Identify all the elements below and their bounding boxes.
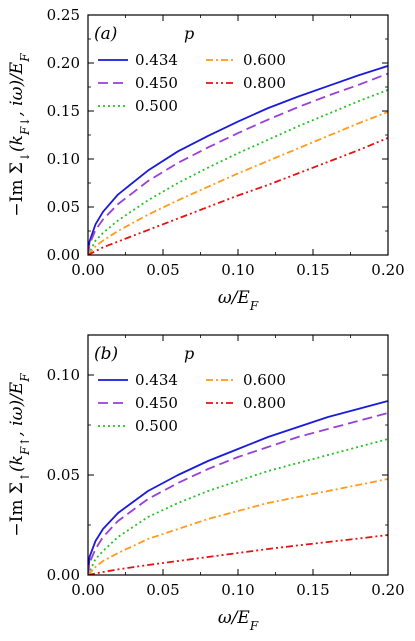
legend-label: 0.434 <box>135 51 178 69</box>
plot-frame <box>87 14 389 256</box>
y-tick-label: 0.10 <box>47 366 80 384</box>
series-line-0-500 <box>88 438 388 575</box>
series-line-0-800 <box>88 534 388 575</box>
x-tick-label: 0.10 <box>221 261 254 279</box>
chart-panel-a: 0.00 0.05 0.10 0.15 0.20 0.00 0.05 0.10 0.15 0.20… <box>7 6 405 313</box>
plot-frame <box>87 334 389 576</box>
chart-panel-b: 0.00 0.05 0.10 0.15 0.20 0.00 0.05 0.10 (b) p 0.43… <box>7 334 405 633</box>
panel-label: (a) <box>94 24 117 44</box>
legend-entry-0-450: 0.450 <box>98 394 178 412</box>
legend-entry-0-500: 0.500 <box>98 97 178 115</box>
legend: 0.434 0.450 0.500 0.600 0.800 <box>98 51 286 115</box>
series-line-0-450 <box>88 72 388 255</box>
legend-label: 0.600 <box>243 51 286 69</box>
y-tick-label: 0.00 <box>47 246 80 264</box>
legend-entry-0-600: 0.600 <box>206 371 286 389</box>
panel-label: (b) <box>94 344 118 364</box>
legend-label: 0.800 <box>243 74 286 92</box>
legend: 0.434 0.450 0.500 0.600 0.800 <box>98 371 286 435</box>
x-tick-label: 0.00 <box>71 261 104 279</box>
y-axis-title: −Im Σ↓(kF↓, iω)/EF <box>7 53 32 217</box>
y-tick-label: 0.20 <box>47 54 80 72</box>
y-tick-label: 0.00 <box>47 566 80 584</box>
legend-label: 0.450 <box>135 74 178 92</box>
x-tick-label: 0.05 <box>146 261 179 279</box>
legend-entry-0-434: 0.434 <box>98 51 178 69</box>
legend-label: 0.500 <box>135 417 178 435</box>
x-tick-label: 0.10 <box>221 581 254 599</box>
legend-entry-0-500: 0.500 <box>98 417 178 435</box>
legend-label: 0.500 <box>135 97 178 115</box>
x-tick-label: 0.05 <box>146 581 179 599</box>
x-tick-label: 0.15 <box>296 581 329 599</box>
series-line-0-800 <box>88 137 388 255</box>
series-line-0-600 <box>88 478 388 575</box>
legend-label: 0.450 <box>135 394 178 412</box>
legend-entry-0-600: 0.600 <box>206 51 286 69</box>
series-group <box>88 400 388 575</box>
x-tick-label: 0.20 <box>371 581 404 599</box>
x-tick-label: 0.20 <box>371 261 404 279</box>
series-line-0-500 <box>88 89 388 255</box>
legend-entry-0-800: 0.800 <box>206 74 286 92</box>
series-line-0-434 <box>88 65 388 255</box>
legend-label: 0.434 <box>135 371 178 389</box>
y-tick-label: 0.15 <box>47 102 80 120</box>
series-line-0-434 <box>88 400 388 575</box>
series-line-0-450 <box>88 412 388 575</box>
legend-entry-0-450: 0.450 <box>98 74 178 92</box>
x-axis-title: ω/EF <box>218 608 259 633</box>
legend-entry-0-800: 0.800 <box>206 394 286 412</box>
series-line-0-600 <box>88 111 388 255</box>
x-tick-label: 0.00 <box>71 581 104 599</box>
y-axis-title: −Im Σ↑(kF↑, iω)/EF <box>7 373 32 537</box>
series-group <box>88 65 388 255</box>
y-tick-label: 0.05 <box>47 466 80 484</box>
legend-title: p <box>184 344 194 363</box>
legend-label: 0.600 <box>243 371 286 389</box>
legend-label: 0.800 <box>243 394 286 412</box>
y-tick-label: 0.25 <box>47 6 80 24</box>
x-axis-title: ω/EF <box>218 288 259 313</box>
legend-entry-0-434: 0.434 <box>98 371 178 389</box>
x-tick-label: 0.15 <box>296 261 329 279</box>
y-tick-label: 0.10 <box>47 150 80 168</box>
legend-title: p <box>184 24 194 43</box>
y-tick-label: 0.05 <box>47 198 80 216</box>
